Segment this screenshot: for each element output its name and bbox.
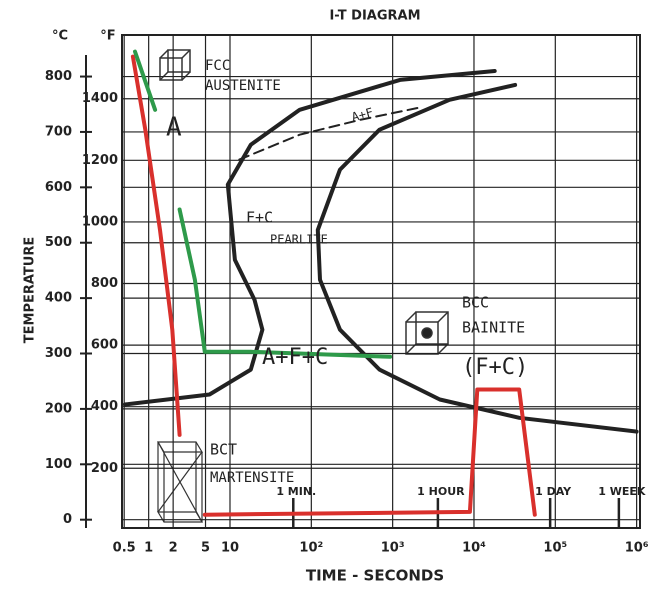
y-axis-label: TEMPERATURE <box>23 237 38 343</box>
y-unit: °C <box>52 29 68 44</box>
y-tick-label: 200 <box>45 401 72 416</box>
y2-tick-label: 1200 <box>82 153 118 168</box>
x-tick-label: 10⁵ <box>543 541 567 556</box>
y-tick-label: 400 <box>45 291 72 306</box>
x-tick-label: 10 <box>221 541 239 556</box>
x-tick-label: 0.5 <box>113 541 136 556</box>
plot-frame <box>121 34 641 529</box>
y2-tick-label: 800 <box>91 276 118 291</box>
x-tick-label: 5 <box>201 541 210 556</box>
annotation: PEARLITE <box>270 233 328 247</box>
x-tick-label: 10⁶ <box>625 541 649 556</box>
bct-icon <box>156 441 204 523</box>
annotation: A+F+C <box>262 345 328 370</box>
y2-tick-label: 400 <box>91 399 118 414</box>
y2-unit: °F <box>100 29 115 44</box>
annotation: F+C <box>246 209 273 227</box>
y-tick-label: 600 <box>45 180 72 195</box>
annotation: BCT <box>210 441 237 459</box>
y2-tick-label: 600 <box>91 338 118 353</box>
x-tick-label: 10⁴ <box>462 541 486 556</box>
time-mark-label: 1 DAY <box>535 485 572 498</box>
y-tick-label: 700 <box>45 124 72 139</box>
curve <box>130 54 182 437</box>
curve <box>133 49 158 112</box>
x-tick-label: 10² <box>299 541 323 556</box>
annotation: A+F <box>350 105 375 124</box>
y2-tick-label: 1000 <box>82 214 118 229</box>
bcc-icon <box>405 311 449 355</box>
annotation: (F+C) <box>462 355 528 380</box>
x-axis-label: TIME - SECONDS <box>306 567 444 585</box>
fcc-icon <box>159 49 191 81</box>
annotation: BAINITE <box>462 319 525 337</box>
annotation: MARTENSITE <box>210 470 294 486</box>
curve <box>177 207 393 359</box>
curve <box>315 82 639 434</box>
time-mark-label: 1 MIN. <box>276 485 316 498</box>
time-mark-label: 1 WEEK <box>598 485 646 498</box>
time-mark-label: 1 HOUR <box>417 485 465 498</box>
y-tick-label: 0 <box>63 512 72 527</box>
y2-tick-label: 1400 <box>82 91 118 106</box>
y2-tick-label: 200 <box>91 461 118 476</box>
annotation: AUSTENITE <box>205 78 281 94</box>
chart-title: I-T DIAGRAM <box>329 9 420 24</box>
annotation: A <box>166 113 182 143</box>
x-tick-label: 10³ <box>381 541 405 556</box>
y-tick-label: 500 <box>45 235 72 250</box>
curve <box>202 387 537 517</box>
y-tick-label: 300 <box>45 346 72 361</box>
y-tick-label: 800 <box>45 69 72 84</box>
curve <box>238 106 421 161</box>
annotation: FCC <box>205 58 230 74</box>
y-tick-label: 100 <box>45 457 72 472</box>
x-tick-label: 1 <box>144 541 153 556</box>
x-tick-label: 2 <box>169 541 178 556</box>
annotation: BCC <box>462 294 489 312</box>
curve <box>122 69 497 407</box>
